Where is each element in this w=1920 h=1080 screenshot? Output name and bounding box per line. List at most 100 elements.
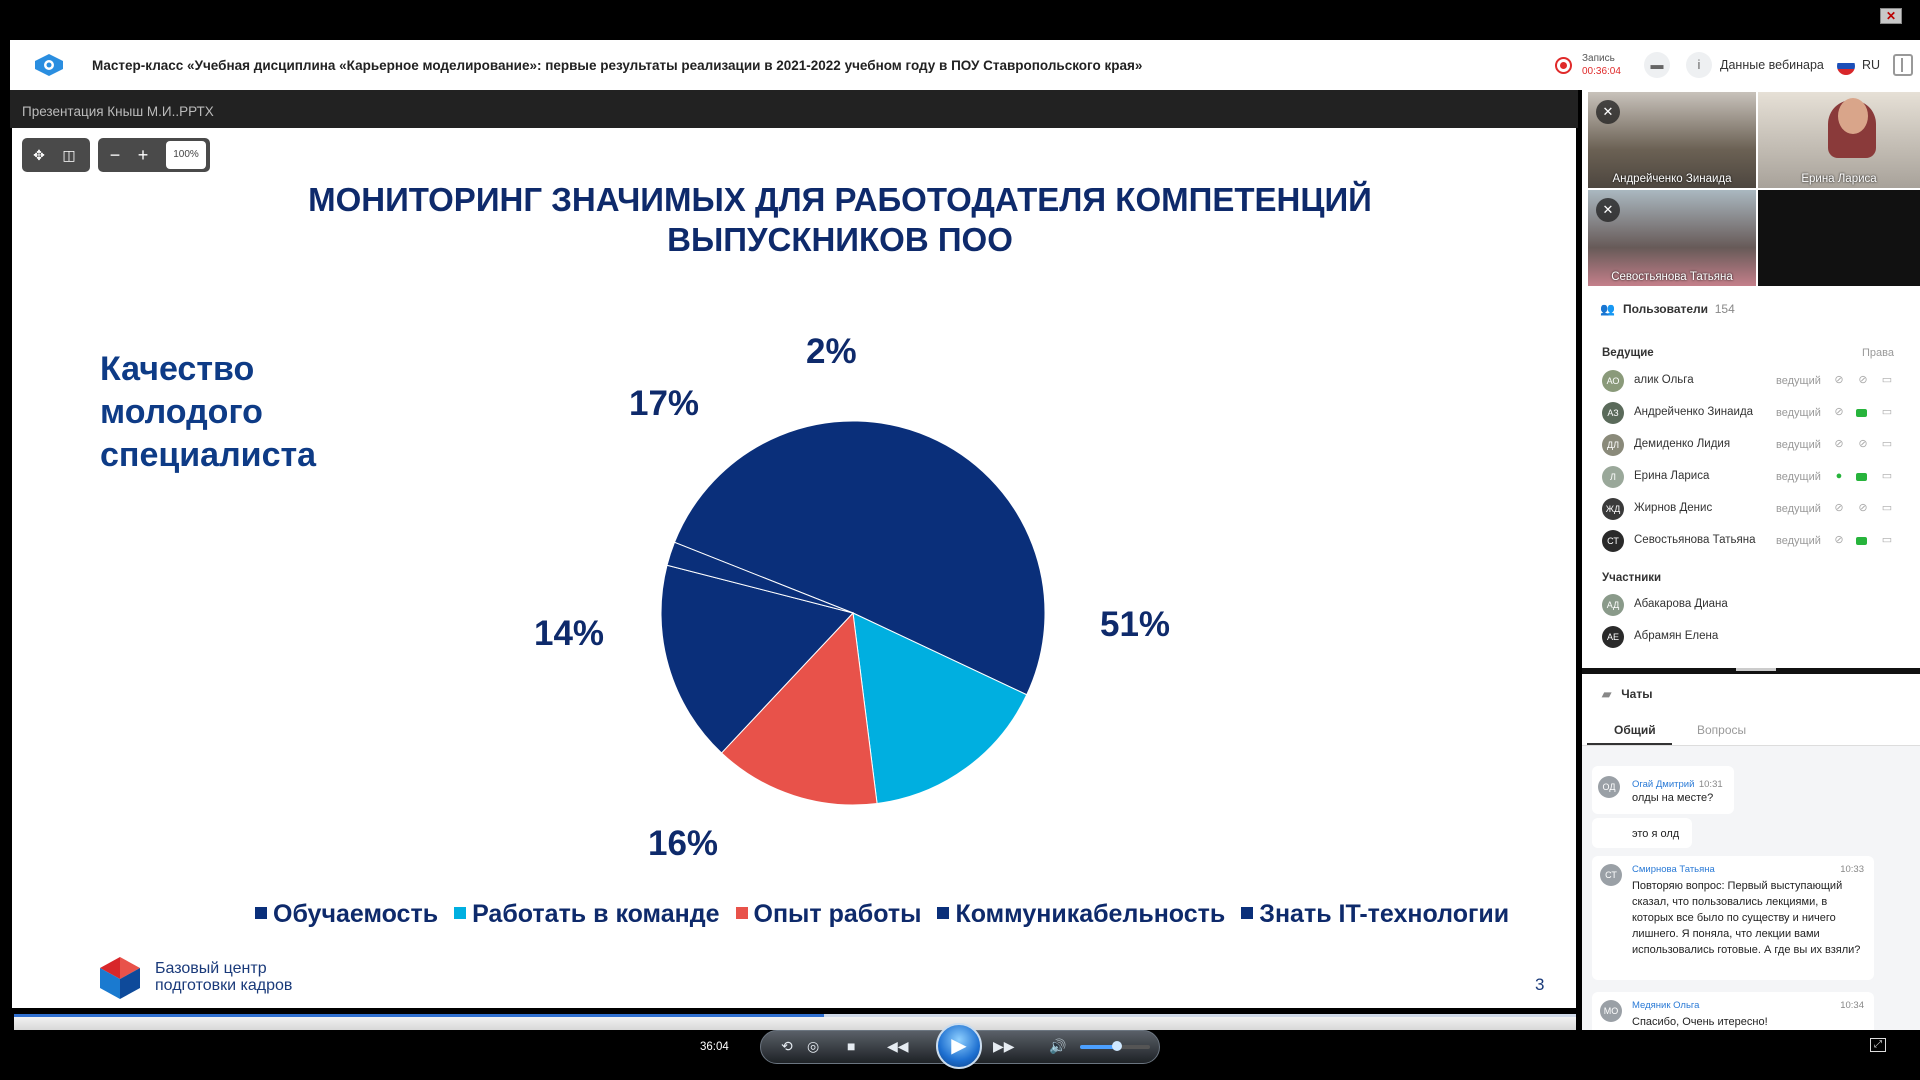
user-name: Жирнов Денис [1634,502,1713,514]
message-text: Спасибо, Очень итересно! [1632,1016,1768,1028]
user-avatar: АО [1602,370,1624,392]
host-row[interactable]: СТ Севостьянова Татьяна ведущий ⊘ ▭ [1602,528,1902,554]
move-icon[interactable]: ✥ [33,147,45,163]
message-time: 10:31 [1698,779,1723,790]
active-tab-indicator [1587,743,1672,745]
tab-general[interactable]: Общий [1614,723,1656,737]
panel-divider[interactable] [1582,668,1920,674]
camera-on-icon[interactable] [1856,537,1867,545]
tab-questions[interactable]: Вопросы [1697,723,1747,737]
video-tile-name: Ерина Лариса [1801,173,1877,185]
screen-share-icon[interactable]: ▭ [1881,534,1893,546]
message-text: это я олд [1632,828,1680,840]
tab-separator [1582,745,1920,746]
user-name: Абрамян Елена [1634,630,1719,642]
user-avatar: АЕ [1602,626,1624,648]
header-bar: Мастер-класс «Учебная дисциплина «Карьер… [10,40,1920,90]
rewind-icon[interactable]: ◀◀ [887,1038,909,1054]
repeat-icon[interactable]: ⟲ [781,1038,793,1054]
webinar-title: Мастер-класс «Учебная дисциплина «Карьер… [92,58,1143,73]
host-row[interactable]: ДЛ Демиденко Лидия ведущий ⊘ ⊘ ▭ [1602,432,1902,458]
mic-on-icon[interactable]: ● [1835,470,1843,482]
russian-flag-icon[interactable] [1837,57,1855,75]
player-seek-strip[interactable] [14,1017,1576,1030]
org-name: Базовый центр подготовки кадров [155,960,292,994]
fit-width-icon[interactable]: ◫ [62,147,76,163]
fast-forward-icon[interactable]: ▶▶ [993,1038,1015,1054]
close-icon[interactable]: ✕ [1880,8,1902,24]
zoom-out-button[interactable]: − [109,145,121,165]
zoom-in-button[interactable]: + [137,145,149,165]
fullscreen-icon[interactable]: ⤢ [1870,1038,1886,1052]
empty-video-tile [1758,190,1920,286]
video-tile[interactable]: ✕ Севостьянова Татьяна [1588,190,1756,286]
screen-share-icon[interactable]: ▭ [1881,470,1893,482]
user-avatar: Л [1602,466,1624,488]
hosts-section-label: Ведущие [1602,347,1654,359]
chat-messages[interactable]: ОД Огай Дмитрий 10:31 олды на месте? это… [1582,746,1920,1046]
camera-off-icon[interactable]: ⊘ [1858,438,1868,450]
mic-off-icon[interactable]: ⊘ [1834,438,1844,450]
mic-off-icon[interactable]: ⊘ [1834,534,1844,546]
record-icon[interactable] [1555,57,1572,74]
org-name-line2: подготовки кадров [155,977,293,994]
camera-off-icon[interactable]: ⊘ [1858,374,1868,386]
slide-title-line2: ВЫПУСКНИКОВ ПОО [667,221,1013,258]
pie-chart [660,420,1046,806]
screen-share-icon[interactable]: ▭ [1881,374,1893,386]
screen-share-icon[interactable]: ▭ [1881,502,1893,514]
video-tile[interactable]: ✕ Андрейченко Зинаида [1588,92,1756,188]
volume-icon[interactable]: 🔊 [1049,1038,1067,1054]
user-role: ведущий [1776,407,1821,419]
side-heading-line1: Качество [100,350,255,388]
info-icon[interactable]: i [1686,52,1712,78]
chats-header: ▰ Чаты [1602,687,1652,701]
legend-label: Обучаемость [273,900,439,928]
participant-row[interactable]: АЕ Абрамян Елена [1602,624,1902,650]
mic-off-icon[interactable]: ⊘ [1834,406,1844,418]
screen-share-icon[interactable]: ▭ [1881,438,1893,450]
shuffle-icon[interactable]: ◎ [807,1038,820,1054]
user-avatar: ДЛ [1602,434,1624,456]
camera-on-icon[interactable] [1856,409,1867,417]
user-role: ведущий [1776,471,1821,483]
user-name: алик Ольга [1634,374,1694,386]
move-tools: ✥ ◫ [22,138,90,172]
toggle-panel-icon[interactable] [1893,54,1913,76]
legend-item: Опыт работы [735,900,921,929]
camera-on-icon[interactable] [1856,473,1867,481]
webinar-data-button[interactable]: Данные вебинара [1720,58,1824,72]
zoom-level[interactable]: 100% [166,141,206,169]
folder-icon[interactable]: ▬ [1644,52,1670,78]
message-time: 10:34 [1840,1000,1864,1011]
camera-off-icon[interactable]: ⊘ [1858,502,1868,514]
host-row[interactable]: ЖД Жирнов Денис ведущий ⊘ ⊘ ▭ [1602,496,1902,522]
legend-swatch [1241,907,1254,919]
participant-row[interactable]: АД Абакарова Диана [1602,592,1902,618]
language-selector[interactable]: RU [1862,58,1881,72]
users-header[interactable]: 👥 Пользователи 154 [1600,302,1735,316]
pie-slice [660,564,854,754]
legend-swatch [255,907,267,919]
pie-slice-label: 51% [1100,605,1171,644]
play-button[interactable]: ▶ [936,1023,982,1069]
video-tile[interactable]: Ерина Лариса [1758,92,1920,188]
legend-swatch [454,907,467,919]
user-role: ведущий [1776,503,1821,515]
screen-share-icon[interactable]: ▭ [1881,406,1893,418]
host-row[interactable]: АЗ Андрейченко Зинаида ведущий ⊘ ▭ [1602,400,1902,426]
resize-handle[interactable] [1736,668,1776,671]
host-row[interactable]: Л Ерина Лариса ведущий ● ▭ [1602,464,1902,490]
app-logo-icon[interactable] [32,52,66,78]
volume-level [1080,1045,1116,1049]
org-logo-icon [100,957,140,999]
mic-off-icon[interactable]: ⊘ [1834,502,1844,514]
legend-item: Коммуникабельность [937,900,1225,929]
users-label: Пользователи [1622,302,1709,316]
host-row[interactable]: АО алик Ольга ведущий ⊘ ⊘ ▭ [1602,368,1902,394]
volume-knob[interactable] [1112,1041,1122,1051]
slide-progress-fill [14,1014,824,1017]
message-avatar: ОД [1598,776,1620,798]
stop-icon[interactable]: ■ [847,1038,856,1054]
mic-off-icon[interactable]: ⊘ [1834,374,1844,386]
